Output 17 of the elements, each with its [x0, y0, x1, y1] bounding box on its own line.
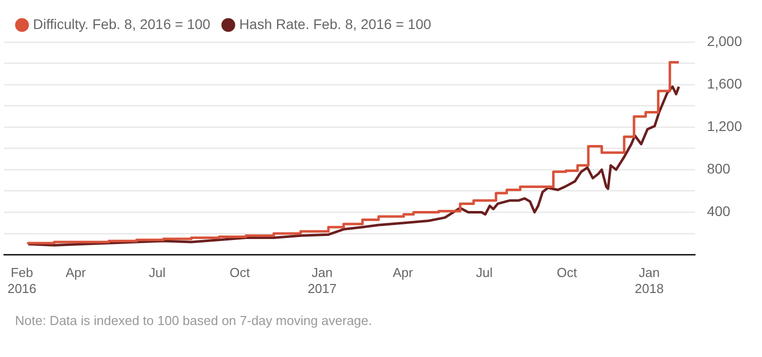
- y-tick-label: 1,200: [706, 118, 742, 134]
- x-tick-label: Oct: [230, 265, 250, 280]
- y-tick-label: 1,600: [706, 75, 742, 92]
- x-tick-label: Oct: [556, 265, 578, 280]
- x-tick-label: Jul: [476, 265, 493, 280]
- y-tick-label: 2,000: [706, 32, 742, 49]
- legend-label: Hash Rate. Feb. 8, 2016 = 100: [239, 16, 432, 32]
- x-tick-label: Apr: [66, 265, 86, 280]
- x-tick-label: Apr: [392, 265, 414, 280]
- x-tick-label: Jul: [148, 265, 166, 280]
- text: Note: Data is indexed to 100 based on 7-day moving average.: [15, 312, 372, 330]
- y-tick-label: 400: [706, 203, 731, 220]
- y-tick-label: 800: [706, 160, 731, 177]
- legend-label: Difficulty. Feb. 8, 2016 = 100: [33, 16, 211, 32]
- x-tick-label: Feb 2016: [7, 265, 36, 296]
- x-tick-label: Jan 2017: [308, 265, 337, 296]
- x-tick-label: Jan 2018: [634, 265, 664, 296]
